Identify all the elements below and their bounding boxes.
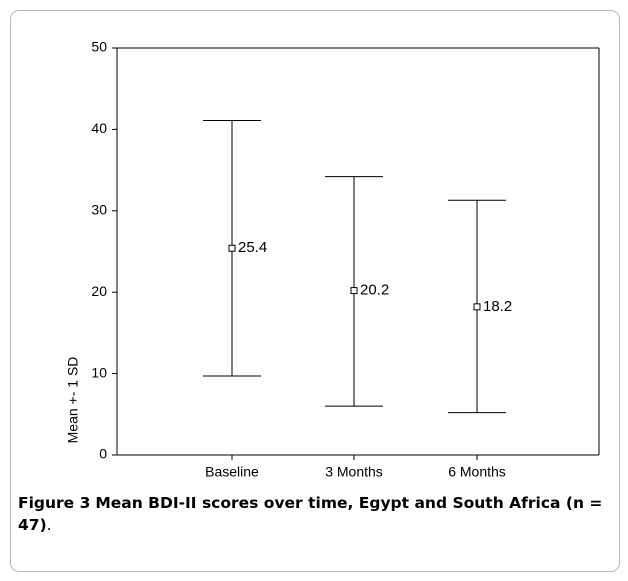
y-axis-label: Mean +- 1 SD xyxy=(65,357,81,444)
x-tick-label: Baseline xyxy=(205,464,259,480)
x-tick-label: 3 Months xyxy=(325,464,383,480)
mean-data-label: 20.2 xyxy=(360,282,389,299)
y-tick-label: 30 xyxy=(91,202,107,218)
y-tick-label: 40 xyxy=(91,120,107,136)
caption-text: Mean BDI-II scores over time, Egypt and … xyxy=(18,494,603,534)
y-tick-label: 10 xyxy=(91,364,107,380)
mean-marker xyxy=(473,303,481,311)
y-tick-label: 50 xyxy=(91,39,107,55)
mean-marker xyxy=(228,244,236,252)
y-tick-label: 0 xyxy=(99,446,107,462)
mean-data-label: 18.2 xyxy=(483,298,512,315)
axes xyxy=(116,47,600,456)
mean-marker xyxy=(350,287,358,295)
y-axis-ticks: 0 10 20 30 40 50 xyxy=(91,39,117,462)
mean-data-label: 25.4 xyxy=(238,239,267,256)
y-tick-label: 20 xyxy=(91,283,107,299)
error-bars: 25.4 20.2 18.2 xyxy=(203,119,512,414)
figure-caption: Figure 3 Mean BDI-II scores over time, E… xyxy=(18,492,618,536)
x-axis-ticks: Baseline 3 Months 6 Months xyxy=(205,455,506,480)
figure-frame xyxy=(10,10,620,572)
x-tick-label: 6 Months xyxy=(448,464,506,480)
caption-label: Figure 3 xyxy=(18,494,91,512)
caption-suffix: . xyxy=(46,516,52,534)
